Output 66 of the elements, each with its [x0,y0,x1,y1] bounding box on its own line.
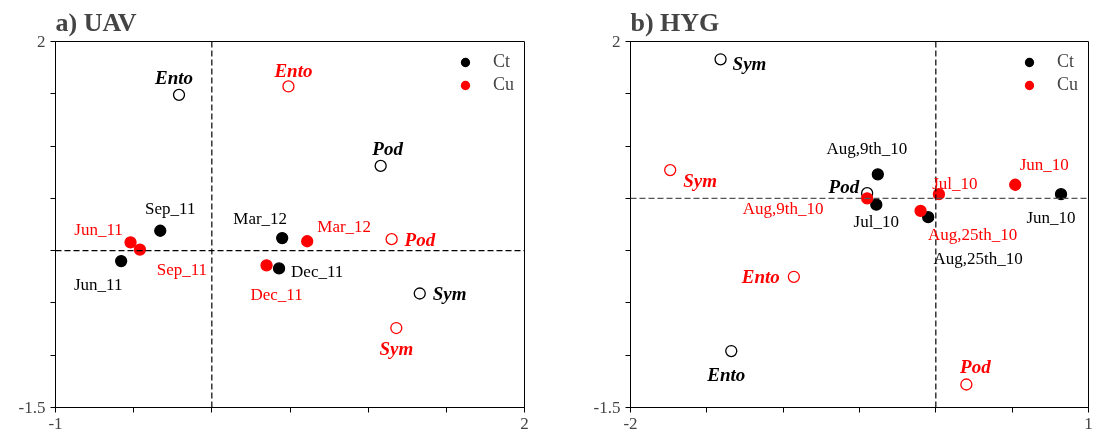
x-tick-label: -2 [623,413,638,433]
annotation: Jun_11 [73,274,123,294]
point [390,321,403,335]
point [124,236,137,249]
chart-title: b) HYG [630,7,720,37]
point [172,88,186,101]
point [870,198,883,211]
annotation: Sep_11 [145,199,196,219]
annotation: Aug,9th_10 [826,138,908,158]
annotation: Mar_12 [233,208,288,228]
annotation: Aug,25th_10 [933,248,1023,268]
point [664,163,677,177]
legend-label: Cu [1056,74,1078,95]
annotation: Dec_11 [250,284,303,304]
annotation: Pod [959,355,992,377]
point [374,159,387,173]
annotation: Pod [371,138,404,160]
point [413,287,426,300]
point [385,233,398,246]
point [714,53,727,66]
annotation: Dec_11 [291,261,344,281]
point [1054,188,1068,201]
point [115,254,128,268]
annotation: Ento [740,266,780,288]
point [725,344,738,358]
annotation: Jul_10 [932,173,978,193]
point [272,262,286,275]
x-tick-label: -1 [48,413,63,433]
x-tick-label: 1 [1084,413,1093,433]
legend-label: Cu [492,74,514,95]
point [1009,178,1022,191]
point [301,235,314,248]
annotation: Ento [153,67,194,89]
point [871,168,884,181]
annotation: Jun_10 [1026,207,1076,227]
annotation: Ento [273,59,313,81]
point [282,80,295,93]
point [860,192,874,205]
annotation: Aug,9th_10 [742,198,824,218]
annotation: Pod [827,175,860,197]
annotation: Sym [432,283,467,305]
point [960,378,973,391]
annotation: Sep_11 [156,260,208,280]
point [276,231,289,245]
y-tick-label: -1.5 [593,398,621,417]
point [133,243,147,256]
point [260,259,273,272]
annotation: Sym [732,52,767,74]
legend-label: Ct [1056,51,1075,72]
annotation: Sym [683,169,717,191]
y-tick-label: -1.5 [18,398,46,417]
annotation: Sym [379,337,414,359]
annotation: Mar_12 [317,216,372,236]
annotation: Jul_10 [853,212,899,232]
annotation: Jun_10 [1019,155,1069,175]
annotation: Aug,25th_10 [927,225,1018,245]
point [154,224,167,237]
point [922,211,935,224]
point [787,270,800,283]
chart-title: a) UAV [55,7,137,37]
annotation: Pod [403,228,436,250]
point [914,204,927,218]
annotation: Ento [706,363,746,385]
annotation: Jun_11 [74,219,123,239]
x-tick-label: 2 [520,413,529,433]
legend-label: Ct [492,51,511,72]
